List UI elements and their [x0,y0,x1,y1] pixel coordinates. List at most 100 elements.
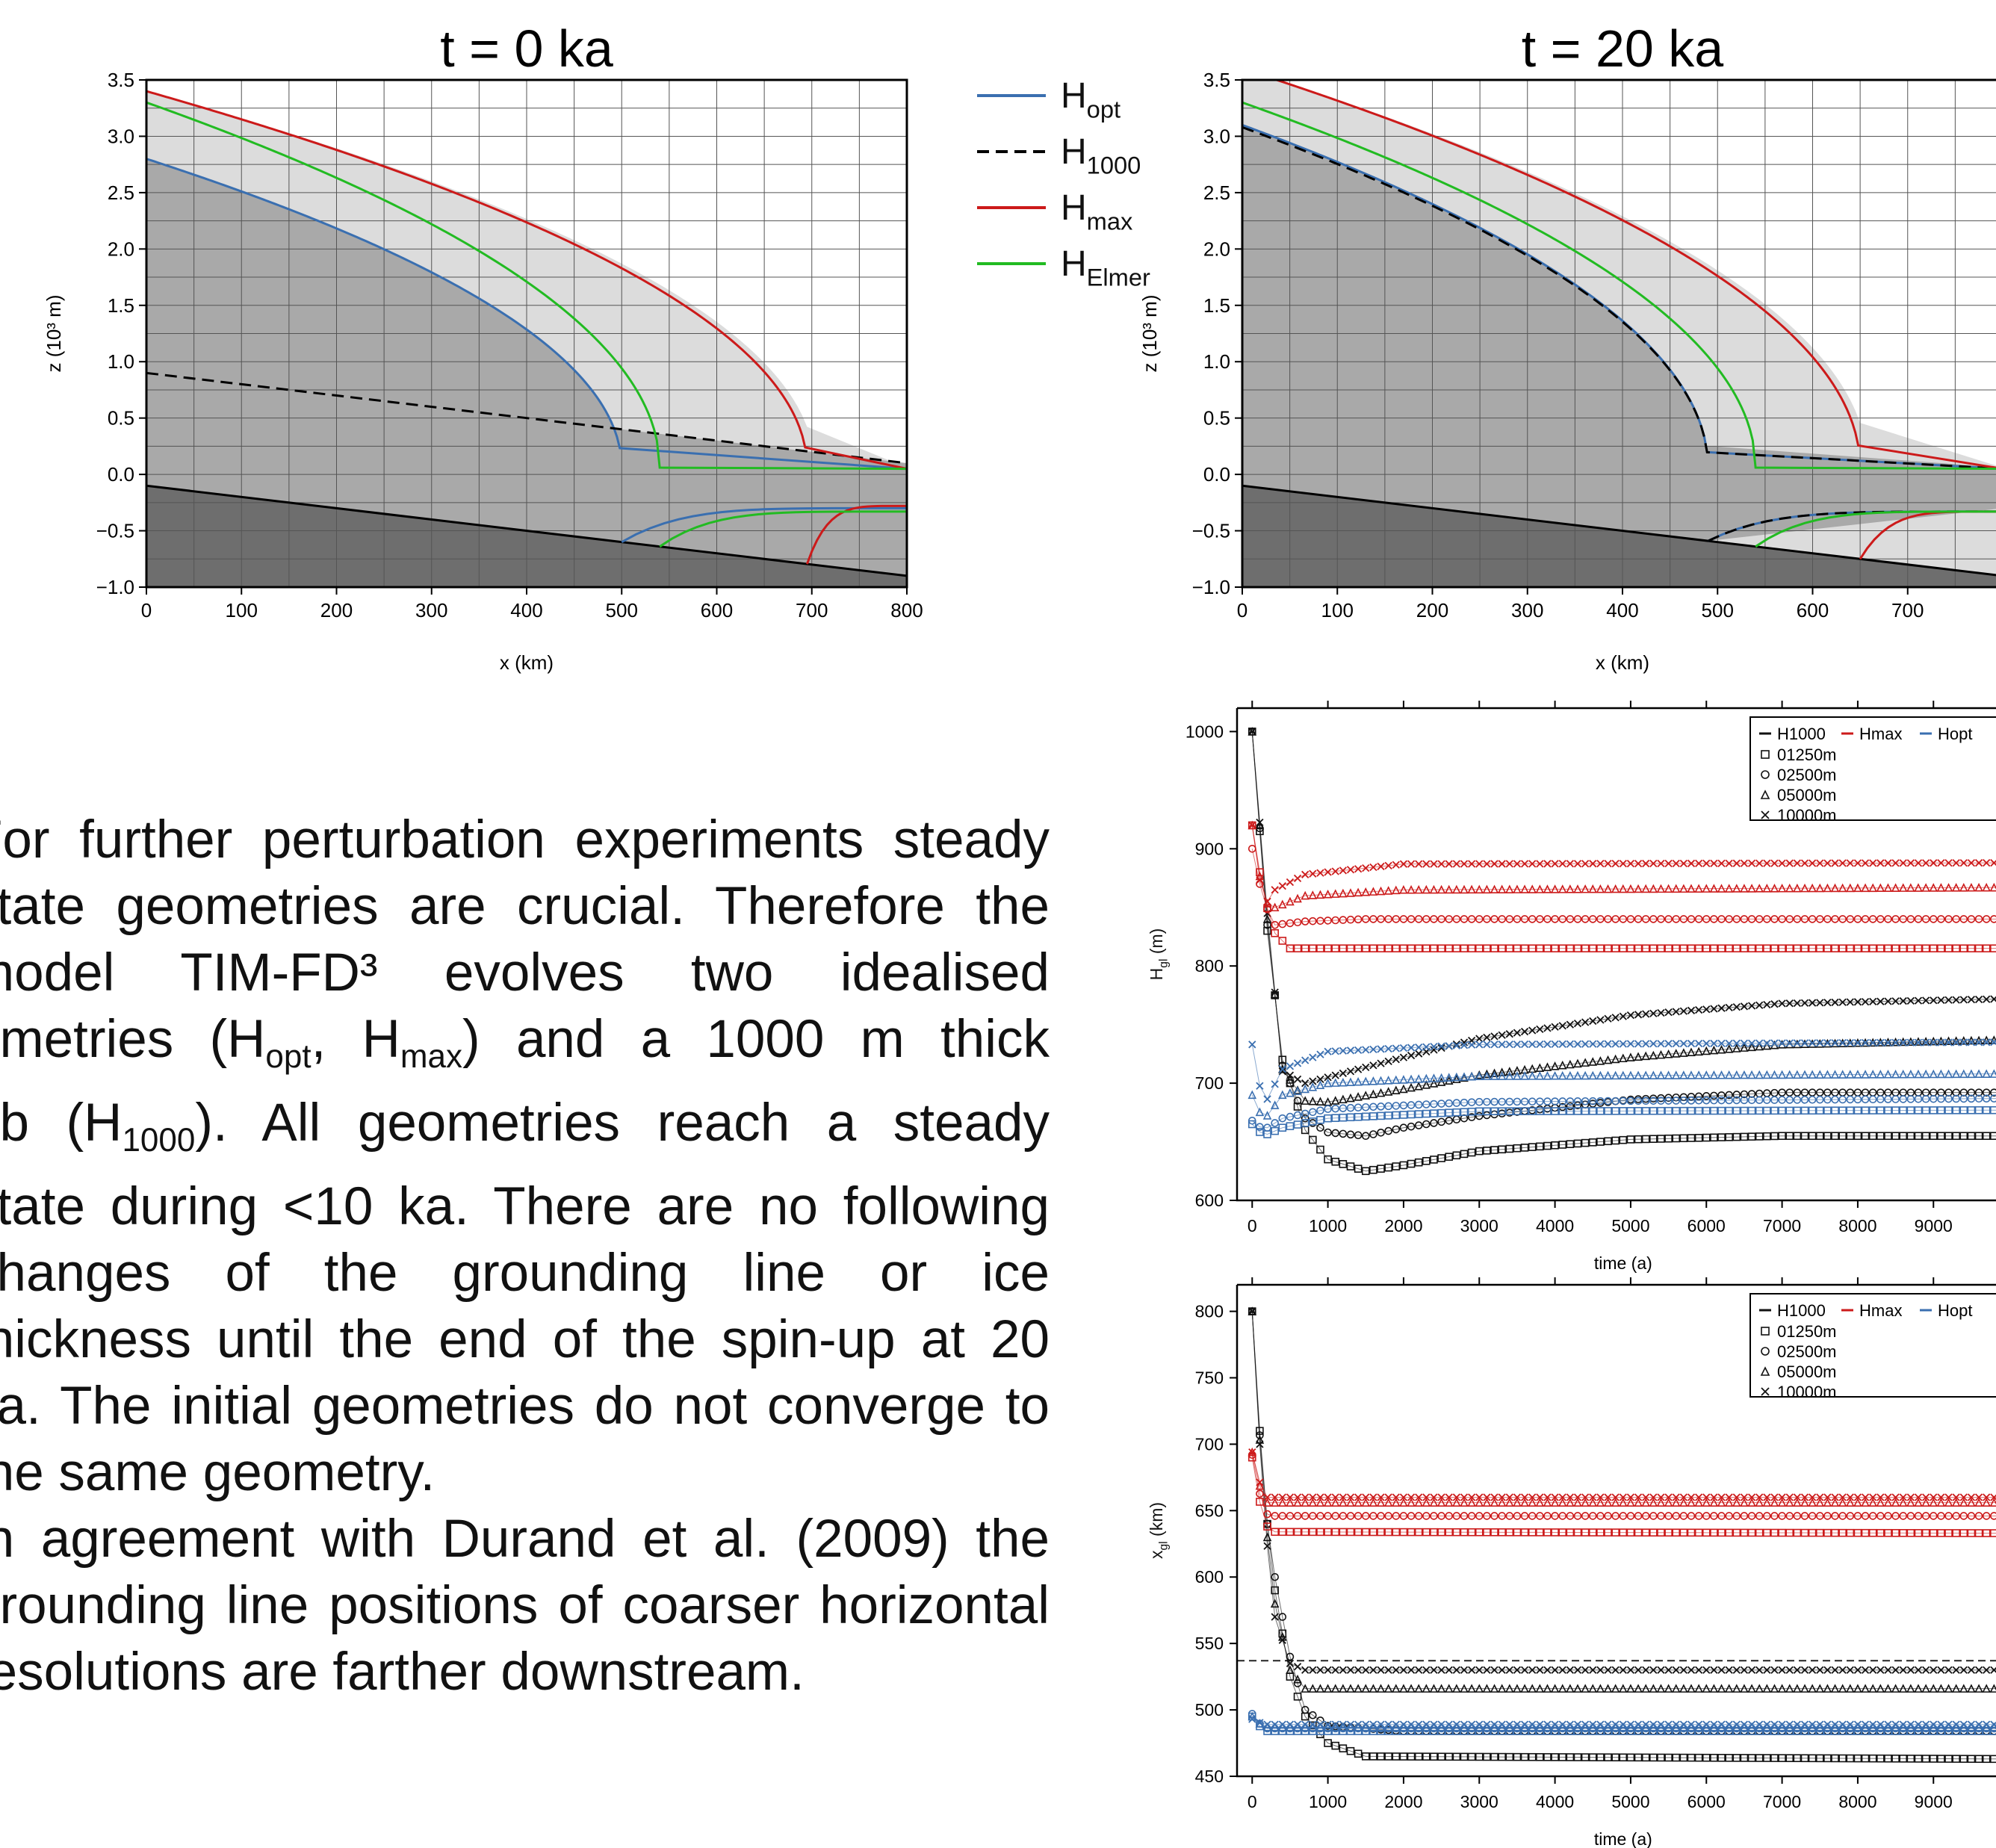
data-point [1558,1528,1567,1537]
data-point [1906,1755,1915,1763]
data-point [1732,944,1741,952]
data-point [1740,1684,1749,1693]
data-point [1732,1106,1741,1115]
data-point [1543,1141,1552,1150]
data-point [1437,1109,1445,1117]
data-point [1346,1493,1355,1501]
data-point [1384,1102,1392,1111]
data-point [1815,1095,1824,1104]
data-point [1528,1026,1537,1035]
x-axis-label: x (km) [500,651,554,674]
data-point [1377,1720,1385,1728]
data-point [1990,915,1996,923]
data-point [1384,1126,1392,1135]
data-point [1604,1720,1612,1728]
data-point [1974,859,1983,867]
y-tick-label: 1.0 [1203,350,1230,373]
data-point [1339,1498,1348,1507]
data-point [1868,1722,1877,1731]
data-point [1785,1684,1794,1693]
data-point [1944,1106,1953,1114]
data-point [1354,1666,1363,1674]
data-point [1717,859,1726,867]
data-point [1770,1498,1779,1507]
data-point [1740,859,1749,867]
data-point [1271,1613,1279,1621]
data-point [1687,859,1696,868]
data-point [1831,944,1839,952]
data-point [1634,1493,1643,1501]
data-point [1990,1088,1996,1097]
data-point [1755,1722,1764,1731]
data-point [1528,1040,1537,1049]
data-point [1808,1106,1817,1115]
data-point [1641,1528,1650,1537]
data-point [1619,1720,1627,1728]
data-point [1846,1493,1854,1501]
data-point [1543,1040,1552,1049]
data-point [1543,1722,1552,1731]
data-point [1929,1755,1938,1763]
data-point [1831,859,1839,867]
data-point [1414,1727,1423,1735]
data-point [1399,1493,1408,1501]
data-point [1339,1104,1348,1112]
data-point [1467,1528,1476,1537]
data-point [1936,1069,1946,1079]
data-point [1475,1097,1484,1106]
data-point [1800,1684,1809,1693]
data-point [1490,1493,1498,1501]
data-point [1301,1096,1310,1105]
legend-line-label: Hopt [1938,725,1972,743]
data-point [1543,1493,1552,1501]
plot-area [1242,80,1996,587]
data-point [1483,1512,1491,1520]
data-point [1694,1106,1703,1115]
data-point [1354,1092,1363,1101]
data-point [1331,944,1340,952]
data-point [1490,1107,1498,1116]
y-tick-label: 3.5 [1203,69,1230,91]
data-point [1460,884,1469,894]
data-point [1702,1720,1711,1728]
data-point [1959,1132,1968,1141]
data-point [1414,1512,1423,1520]
data-point [1558,1512,1567,1520]
data-point [1861,1754,1870,1763]
data-point [1868,1095,1877,1104]
data-point [1430,915,1438,923]
data-point [1588,1100,1597,1108]
data-point [1596,1138,1605,1146]
data-point [1906,1132,1915,1141]
data-point [1301,890,1310,900]
data-point [1482,1722,1492,1731]
data-point [1331,867,1339,875]
data-point [1710,915,1718,923]
data-point [1672,1512,1681,1520]
data-point [1990,1106,1996,1114]
data-point [1422,1100,1431,1109]
data-point [1581,1727,1590,1735]
data-point [1778,1039,1786,1047]
data-point [1974,1720,1983,1728]
data-point [1309,1135,1317,1144]
data-point [1725,944,1733,952]
data-point [1437,1117,1445,1126]
data-point [1444,1073,1454,1082]
legend-line-label: H1000 [1777,1301,1826,1320]
data-point [1444,1498,1454,1507]
data-point [1596,1753,1605,1761]
text-line: state during <10 ka. There are no follow… [0,1177,1050,1237]
data-point [1724,1722,1734,1731]
data-point [1869,997,1877,1006]
data-point [1483,1097,1491,1106]
data-point [1407,1528,1416,1537]
data-point [1657,1094,1665,1103]
data-point [1588,884,1598,893]
data-point [1301,944,1310,952]
data-point [1573,1097,1582,1106]
data-point [1551,1528,1559,1537]
data-point [1460,915,1469,923]
data-point [1664,1040,1673,1048]
data-point [1808,1512,1817,1520]
